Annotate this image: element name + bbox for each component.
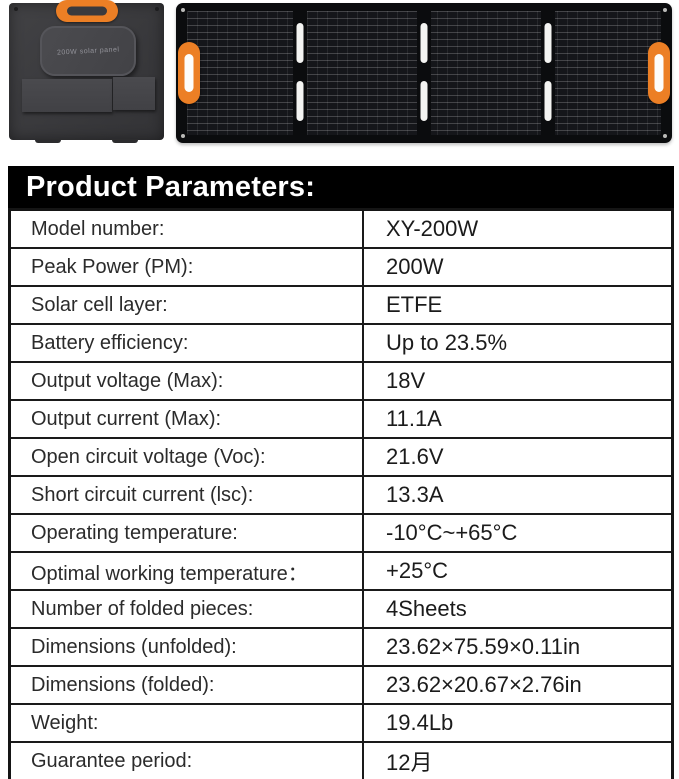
spec-value: 23.62×75.59×0.11in — [362, 627, 674, 667]
handle-slot — [66, 6, 107, 16]
fold-slot — [544, 81, 552, 121]
spec-label: Output voltage (Max): — [8, 361, 364, 401]
screw-dot — [155, 7, 159, 11]
pouch-label: 200W solar panel — [56, 45, 120, 57]
spec-row-optimal-working-temperature: Optimal working temperature： +25°C — [8, 551, 674, 591]
unfolded-panel-image — [176, 3, 672, 143]
screw-dot — [663, 8, 667, 12]
fold-slot — [420, 81, 428, 121]
spec-value: ETFE — [362, 285, 674, 325]
folded-panel-image: 200W solar panel — [9, 0, 164, 143]
screw-dot — [181, 134, 185, 138]
spec-label: Battery efficiency: — [8, 323, 364, 363]
spec-label: Output current (Max): — [8, 399, 364, 439]
spec-label: Short circuit current (lsc): — [8, 475, 364, 515]
spec-row-dimensions-folded: Dimensions (folded): 23.62×20.67×2.76in — [8, 665, 674, 705]
fold-divider — [293, 3, 307, 143]
spec-table: Model number: XY-200W Peak Power (PM): 2… — [8, 208, 674, 779]
screw-dot — [14, 7, 18, 11]
spec-label: Dimensions (folded): — [8, 665, 364, 705]
spec-row-short-circuit-current: Short circuit current (lsc): 13.3A — [8, 475, 674, 515]
handle-slot — [184, 54, 194, 92]
spec-row-folded-pieces: Number of folded pieces: 4Sheets — [8, 589, 674, 629]
screw-dot — [181, 8, 185, 12]
panel-foot — [35, 139, 61, 143]
fold-slot — [544, 23, 552, 63]
spec-row-solar-cell-layer: Solar cell layer: ETFE — [8, 285, 674, 325]
spec-value: 23.62×20.67×2.76in — [362, 665, 674, 705]
spec-row-model-number: Model number: XY-200W — [8, 208, 674, 249]
fold-slot — [420, 23, 428, 63]
spec-label: Peak Power (PM): — [8, 247, 364, 287]
spec-label: Operating temperature: — [8, 513, 364, 553]
velcro-strap — [113, 77, 155, 110]
spec-label: Model number: — [8, 208, 364, 249]
spec-label: Optimal working temperature： — [8, 551, 364, 591]
spec-label: Solar cell layer: — [8, 285, 364, 325]
spec-row-output-voltage: Output voltage (Max): 18V — [8, 361, 674, 401]
fold-slot — [296, 23, 304, 63]
handle-slot — [654, 54, 664, 92]
spec-label: Number of folded pieces: — [8, 589, 364, 629]
spec-value: -10°C~+65°C — [362, 513, 674, 553]
spec-value: +25°C — [362, 551, 674, 591]
spec-value: 13.3A — [362, 475, 674, 515]
carry-handle — [648, 42, 670, 104]
spec-value: 18V — [362, 361, 674, 401]
screw-dot — [663, 134, 667, 138]
panel-foot — [112, 139, 138, 143]
spec-row-operating-temperature: Operating temperature: -10°C~+65°C — [8, 513, 674, 553]
spec-value: 21.6V — [362, 437, 674, 477]
product-images: 200W solar panel — [0, 0, 679, 163]
section-header: Product Parameters: — [8, 166, 674, 208]
spec-value: Up to 23.5% — [362, 323, 674, 363]
fold-divider — [417, 3, 431, 143]
spec-row-open-circuit-voltage: Open circuit voltage (Voc): 21.6V — [8, 437, 674, 477]
fold-divider — [541, 3, 555, 143]
spec-value: 19.4Lb — [362, 703, 674, 743]
spec-label: Guarantee period: — [8, 741, 364, 779]
velcro-strap — [22, 79, 112, 112]
carry-handle — [178, 42, 200, 104]
fold-slot — [296, 81, 304, 121]
spec-value: XY-200W — [362, 208, 674, 249]
spec-label: Open circuit voltage (Voc): — [8, 437, 364, 477]
carry-handle — [55, 0, 118, 22]
spec-row-battery-efficiency: Battery efficiency: Up to 23.5% — [8, 323, 674, 363]
page-title: Product Parameters: — [26, 170, 316, 203]
spec-row-weight: Weight: 19.4Lb — [8, 703, 674, 743]
spec-value: 200W — [362, 247, 674, 287]
spec-value: 12月 — [362, 741, 674, 779]
spec-label: Dimensions (unfolded): — [8, 627, 364, 667]
spec-row-dimensions-unfolded: Dimensions (unfolded): 23.62×75.59×0.11i… — [8, 627, 674, 667]
spec-value: 11.1A — [362, 399, 674, 439]
spec-row-guarantee-period: Guarantee period: 12月 — [8, 741, 674, 779]
spec-label: Weight: — [8, 703, 364, 743]
spec-value: 4Sheets — [362, 589, 674, 629]
spec-row-peak-power: Peak Power (PM): 200W — [8, 247, 674, 287]
spec-row-output-current: Output current (Max): 11.1A — [8, 399, 674, 439]
accessory-pouch: 200W solar panel — [40, 26, 136, 76]
